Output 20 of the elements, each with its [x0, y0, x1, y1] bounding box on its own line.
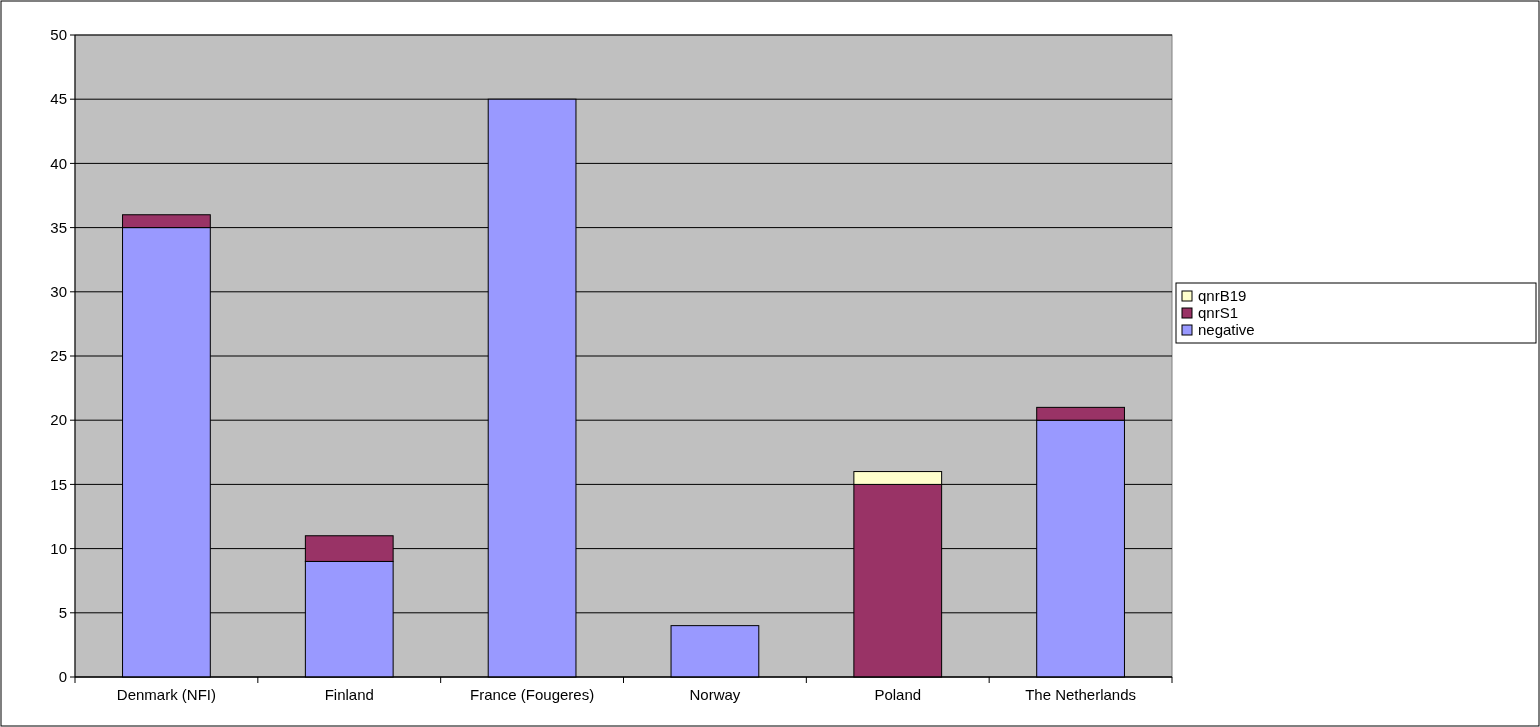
y-tick-label: 20 — [50, 411, 67, 429]
y-tick-label: 5 — [58, 604, 67, 622]
y-tick-label: 10 — [50, 539, 67, 557]
legend-label: negative — [1198, 321, 1255, 339]
x-tick-label: Norway — [689, 686, 741, 703]
x-tick-label: The Netherlands — [1025, 686, 1137, 703]
y-tick-label: 30 — [50, 283, 67, 301]
legend-label: qnrS1 — [1198, 304, 1239, 322]
y-tick-label: 25 — [50, 347, 67, 365]
x-tick-label: Finland — [324, 686, 374, 703]
x-tick-label: Poland — [874, 686, 922, 703]
y-tick-label: 45 — [50, 90, 67, 108]
y-tick-label: 15 — [50, 475, 67, 493]
y-tick-label: 50 — [50, 26, 67, 44]
y-tick-label: 35 — [50, 218, 67, 236]
legend-label: qnrB19 — [1198, 287, 1247, 305]
x-tick-label: France (Fougeres) — [469, 686, 595, 703]
x-tick-label: Denmark (NFI) — [116, 686, 217, 703]
y-tick-label: 40 — [50, 154, 67, 172]
y-tick-label: 0 — [58, 668, 67, 686]
